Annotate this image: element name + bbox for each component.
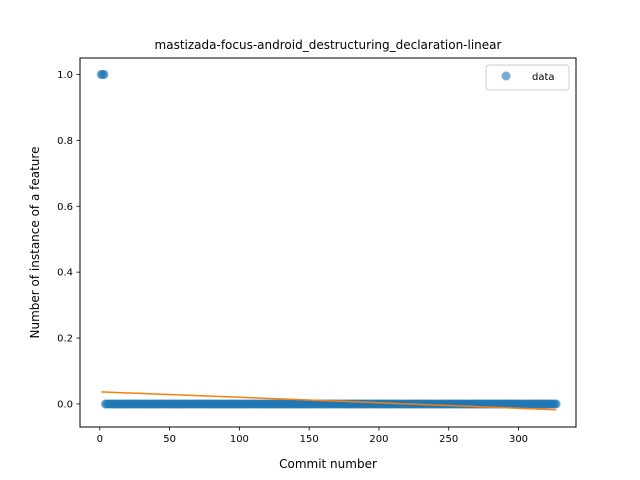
x-tick-label: 50 [163, 434, 176, 445]
legend-label-data: data [532, 72, 555, 83]
x-tick-label: 250 [439, 434, 458, 445]
plot-frame [79, 57, 577, 428]
ticks: 0 50 100 150 200 250 300 0.0 0.2 0.4 0.6 0.8 1.0 [57, 70, 528, 445]
y-tick-label: 0.0 [57, 399, 73, 410]
y-tick-label: 0.2 [57, 334, 73, 345]
x-tick-label: 0 [97, 434, 103, 445]
legend-box [485, 64, 570, 91]
y-tick-label: 0.6 [57, 202, 73, 213]
legend-marker-data [501, 71, 511, 81]
data-point [99, 69, 109, 79]
fit-line [101, 391, 557, 411]
y-tick-label: 0.4 [57, 268, 73, 279]
x-axis-title: Commit number [279, 457, 377, 471]
x-tick-label: 100 [230, 434, 249, 445]
x-tick-label: 300 [509, 434, 528, 445]
x-tick-label: 150 [300, 434, 319, 445]
y-tick-label: 0.8 [57, 136, 73, 147]
chart-title: mastizada-focus-android_destructuring_de… [155, 38, 502, 52]
plot-area [96, 69, 561, 411]
x-tick-label: 200 [369, 434, 388, 445]
legend: data [485, 64, 570, 91]
data-point [551, 399, 561, 409]
y-axis-title: Number of instance of a feature [28, 147, 42, 339]
y-tick-label: 1.0 [57, 70, 73, 81]
